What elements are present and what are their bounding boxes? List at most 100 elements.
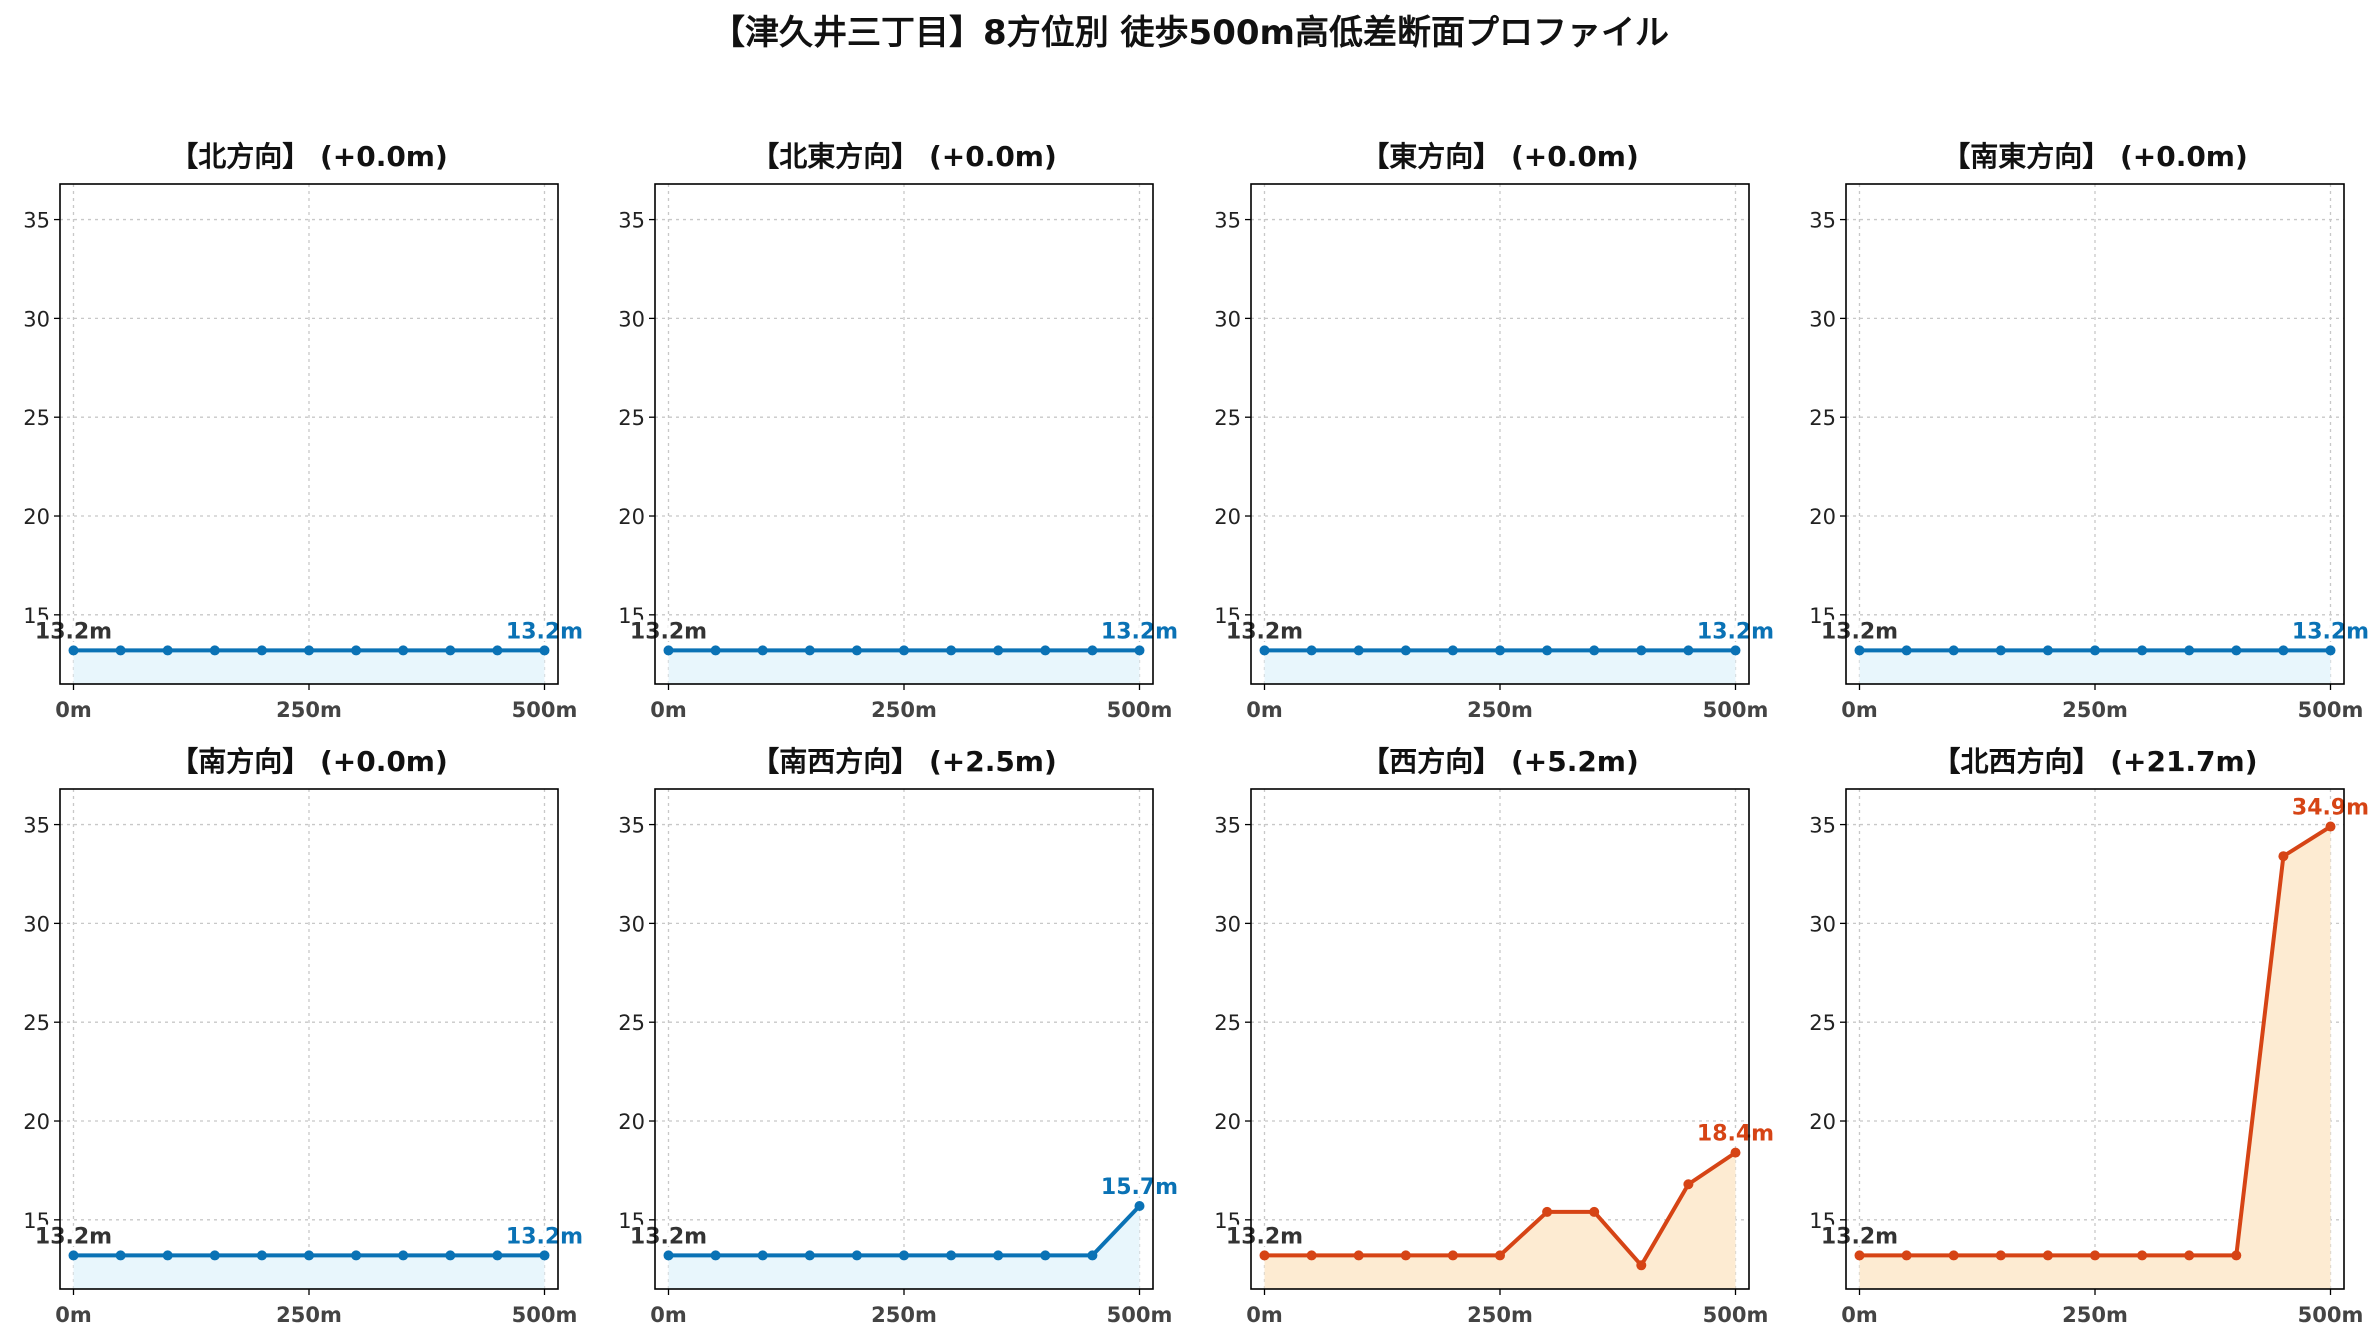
data-point xyxy=(1400,645,1411,656)
x-tick-label: 500m xyxy=(1703,1303,1769,1327)
panel-frame xyxy=(654,788,1154,1290)
y-tick-label: 35 xyxy=(1809,209,1836,233)
data-point xyxy=(1683,1179,1694,1190)
data-point xyxy=(115,645,126,656)
data-point xyxy=(1353,645,1364,656)
panel-plot-area xyxy=(663,1200,1145,1289)
y-tick-label: 15 xyxy=(1809,1209,1836,1233)
panel-title: 【西方向】 (+5.2m) xyxy=(1361,745,1639,778)
y-tick-label: 20 xyxy=(618,1110,645,1134)
panel-plot-area xyxy=(1854,645,2336,684)
y-tick-label: 25 xyxy=(1214,1011,1241,1035)
x-tick-label: 500m xyxy=(512,698,578,722)
x-tick-label: 500m xyxy=(512,1303,578,1327)
x-tick-label: 500m xyxy=(2298,1303,2364,1327)
area-fill xyxy=(73,1255,545,1289)
data-point xyxy=(445,1250,456,1261)
data-point xyxy=(1730,1147,1741,1158)
end-label: 13.2m xyxy=(1697,619,1774,644)
y-tick-label: 20 xyxy=(1809,505,1836,529)
data-point xyxy=(757,1250,768,1261)
x-tick-label: 500m xyxy=(1107,698,1173,722)
data-point xyxy=(2137,1250,2148,1261)
data-point xyxy=(1040,1250,1051,1261)
x-tick-label: 0m xyxy=(1841,698,1878,722)
data-point xyxy=(804,645,815,656)
data-point xyxy=(1730,645,1741,656)
area-fill xyxy=(668,1205,1140,1289)
data-point xyxy=(1134,1200,1145,1211)
data-point xyxy=(209,645,220,656)
data-point xyxy=(68,645,79,656)
x-tick-label: 250m xyxy=(276,698,342,722)
data-point xyxy=(1447,1250,1458,1261)
y-tick-label: 15 xyxy=(1214,1209,1241,1233)
y-tick-label: 35 xyxy=(23,814,50,838)
data-point xyxy=(1542,1206,1553,1217)
data-point xyxy=(2278,645,2289,656)
data-point xyxy=(1995,645,2006,656)
y-tick-label: 30 xyxy=(1809,307,1836,331)
data-point xyxy=(2325,645,2336,656)
data-point xyxy=(1683,645,1694,656)
data-point xyxy=(304,1250,314,1261)
data-point xyxy=(1948,1250,1959,1261)
panel-5: 【南西方向】 (+2.5m) 15 20 25 30 35 0m 250m 500m 13.2m 1… xyxy=(618,745,1180,1327)
data-point xyxy=(2184,645,2195,656)
data-point xyxy=(1636,645,1647,656)
panel-7: 【北西方向】 (+21.7m) 15 20 25 30 35 0m 250m 500m 13.2m… xyxy=(1809,745,2371,1327)
x-tick-label: 0m xyxy=(55,1303,92,1327)
data-point xyxy=(445,645,456,656)
area-fill xyxy=(73,650,545,684)
data-point xyxy=(162,1250,173,1261)
panel-title: 【南西方向】 (+2.5m) xyxy=(751,745,1057,778)
figure-title: 【津久井三丁目】8方位別 徒歩500m高低差断面プロファイル xyxy=(711,13,1669,53)
data-point xyxy=(804,1250,815,1261)
panel-title: 【南東方向】 (+0.0m) xyxy=(1942,140,2248,173)
data-point xyxy=(492,1250,503,1261)
y-tick-label: 20 xyxy=(618,505,645,529)
panel-title: 【東方向】 (+0.0m) xyxy=(1361,140,1639,173)
data-point xyxy=(1259,645,1270,656)
end-label: 13.2m xyxy=(2292,619,2369,644)
x-tick-label: 0m xyxy=(650,1303,687,1327)
x-tick-label: 0m xyxy=(1246,698,1283,722)
data-point xyxy=(1901,645,1912,656)
y-tick-label: 15 xyxy=(23,604,50,628)
data-point xyxy=(256,645,267,656)
x-tick-label: 0m xyxy=(55,698,92,722)
y-tick-label: 15 xyxy=(618,604,645,628)
x-tick-label: 0m xyxy=(1841,1303,1878,1327)
y-tick-label: 30 xyxy=(618,307,645,331)
y-tick-label: 20 xyxy=(23,505,50,529)
data-point xyxy=(1447,645,1458,656)
panel-plot-area xyxy=(1259,1147,1741,1289)
data-point xyxy=(1306,645,1317,656)
y-tick-label: 30 xyxy=(23,307,50,331)
data-point xyxy=(1040,645,1051,656)
y-tick-label: 30 xyxy=(618,912,645,936)
y-tick-label: 20 xyxy=(1809,1110,1836,1134)
panel-plot-area xyxy=(1854,821,2336,1289)
data-point xyxy=(1259,1250,1270,1261)
end-label: 13.2m xyxy=(506,1224,583,1249)
data-point xyxy=(757,645,768,656)
panel-title: 【南方向】 (+0.0m) xyxy=(170,745,448,778)
data-point xyxy=(2278,851,2289,862)
data-point xyxy=(1400,1250,1411,1261)
panel-6: 【西方向】 (+5.2m) 15 20 25 30 35 0m 250m 500m 13.2m 18… xyxy=(1214,745,1776,1327)
panel-title: 【北方向】 (+0.0m) xyxy=(170,140,448,173)
data-point xyxy=(2231,645,2242,656)
y-tick-label: 30 xyxy=(1214,307,1241,331)
start-label: 13.2m xyxy=(35,619,112,644)
data-point xyxy=(1901,1250,1912,1261)
y-tick-label: 35 xyxy=(1214,814,1241,838)
end-label: 13.2m xyxy=(506,619,583,644)
data-point xyxy=(1087,645,1098,656)
y-tick-label: 20 xyxy=(1214,505,1241,529)
data-point xyxy=(1495,1250,1505,1261)
y-tick-label: 35 xyxy=(618,209,645,233)
data-point xyxy=(2184,1250,2195,1261)
area-fill xyxy=(1264,1152,1736,1289)
start-label: 13.2m xyxy=(35,1224,112,1249)
